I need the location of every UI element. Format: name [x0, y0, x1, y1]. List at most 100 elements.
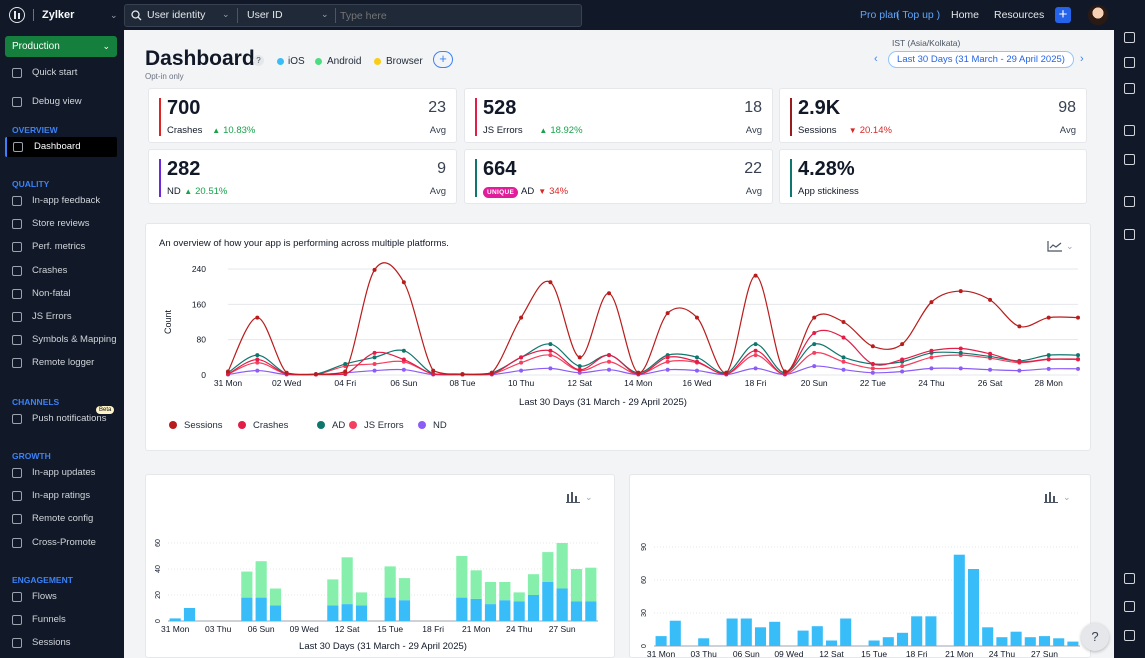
data-point[interactable]	[1076, 353, 1080, 358]
data-point[interactable]	[870, 361, 875, 366]
bar-android[interactable]	[269, 588, 282, 606]
bar-ios[interactable]	[255, 597, 267, 621]
bar-browser[interactable]	[754, 627, 767, 646]
chevron-down-icon[interactable]: ⌄	[222, 9, 230, 19]
bar-ios[interactable]	[327, 605, 339, 621]
data-point[interactable]	[372, 355, 377, 360]
bar-android[interactable]	[556, 543, 568, 589]
bar-android[interactable]	[341, 557, 353, 605]
help-button[interactable]: ?	[1081, 623, 1109, 651]
bar-ios[interactable]	[527, 595, 540, 621]
data-point[interactable]	[724, 370, 729, 375]
bar-android[interactable]	[384, 566, 396, 598]
data-point[interactable]	[489, 370, 494, 375]
data-point[interactable]	[226, 369, 230, 374]
data-point[interactable]	[753, 273, 758, 278]
data-point[interactable]	[577, 364, 582, 369]
date-range-picker[interactable]: Last 30 Days (31 March - 29 April 2025)	[888, 51, 1074, 68]
data-point[interactable]	[607, 367, 612, 372]
data-point[interactable]	[460, 372, 465, 377]
legend-ad[interactable]: AD	[332, 420, 345, 431]
theme-icon[interactable]	[1124, 601, 1135, 612]
bar-browser[interactable]	[1053, 638, 1065, 646]
data-point[interactable]	[665, 359, 670, 364]
next-range-icon[interactable]: ›	[1080, 53, 1084, 65]
data-point[interactable]	[929, 355, 934, 360]
bar-ios[interactable]	[484, 604, 497, 621]
sidebar-item-funnels[interactable]: Funnels	[0, 610, 124, 630]
bar-ios[interactable]	[183, 608, 196, 621]
bar-ios[interactable]	[570, 601, 583, 622]
data-point[interactable]	[548, 342, 553, 347]
bar-browser[interactable]	[953, 554, 965, 646]
identity-filter[interactable]: User identity	[147, 9, 206, 21]
bar-ios[interactable]	[341, 604, 353, 621]
chat-icon[interactable]	[1124, 573, 1135, 584]
data-point[interactable]	[958, 350, 963, 355]
bar-browser[interactable]	[882, 637, 894, 646]
data-point[interactable]	[519, 315, 524, 320]
bar-ios[interactable]	[499, 600, 511, 621]
data-point[interactable]	[753, 342, 758, 347]
sidebar-item-flows[interactable]: Flows	[0, 587, 124, 607]
data-point[interactable]	[548, 348, 553, 353]
legend-nd[interactable]: ND	[433, 420, 447, 431]
play-icon[interactable]	[1124, 229, 1135, 240]
sidebar-item-symbols-mapping[interactable]: Symbols & Mapping	[0, 330, 124, 350]
data-point[interactable]	[841, 355, 846, 360]
data-point[interactable]	[900, 364, 905, 369]
bar-browser[interactable]	[669, 620, 681, 646]
bar-browser[interactable]	[1024, 637, 1036, 646]
chevron-down-icon[interactable]: ⌄	[1066, 241, 1074, 251]
bar-android[interactable]	[241, 571, 253, 598]
doc-icon[interactable]	[1124, 154, 1135, 165]
data-point[interactable]	[255, 315, 260, 320]
sidebar-item-remote-config[interactable]: Remote config	[0, 509, 124, 529]
bar-ios[interactable]	[585, 601, 597, 622]
data-point[interactable]	[929, 366, 934, 371]
chevron-down-icon[interactable]: ⌄	[585, 492, 593, 502]
bar-ios[interactable]	[456, 597, 468, 621]
data-point[interactable]	[1017, 368, 1022, 373]
sidebar-item-perf-metrics[interactable]: Perf. metrics	[0, 237, 124, 257]
data-point[interactable]	[1017, 324, 1022, 329]
bar-browser[interactable]	[868, 640, 880, 647]
data-point[interactable]	[958, 366, 963, 371]
bar-android[interactable]	[570, 569, 583, 602]
sidebar-item-crashes[interactable]: Crashes	[0, 261, 124, 281]
data-point[interactable]	[255, 357, 260, 362]
data-point[interactable]	[870, 344, 875, 349]
environment-select[interactable]: Production ⌄	[5, 36, 117, 57]
add-platform-button[interactable]: +	[433, 51, 453, 68]
prev-range-icon[interactable]: ‹	[874, 53, 878, 65]
chevron-down-icon[interactable]: ⌄	[110, 10, 118, 20]
sidebar-item-push-notifications[interactable]: Push notifications	[0, 409, 124, 429]
data-point[interactable]	[812, 342, 817, 347]
data-point[interactable]	[431, 368, 436, 373]
kpi-card-crashes[interactable]: 700 Crashes ▲ 10.83% 23 Avg	[148, 88, 457, 143]
data-point[interactable]	[694, 315, 699, 320]
data-point[interactable]	[372, 361, 377, 366]
bar-ios[interactable]	[355, 605, 368, 621]
bar-chart-icon[interactable]	[566, 491, 580, 503]
data-point[interactable]	[401, 367, 406, 372]
data-point[interactable]	[782, 369, 787, 374]
data-point[interactable]	[812, 364, 817, 369]
data-point[interactable]	[255, 368, 260, 373]
bar-browser[interactable]	[996, 637, 1008, 646]
bar-ios[interactable]	[169, 618, 181, 621]
data-point[interactable]	[401, 357, 406, 362]
data-point[interactable]	[1076, 357, 1080, 362]
data-point[interactable]	[870, 370, 875, 375]
legend-js-errors[interactable]: JS Errors	[364, 420, 404, 431]
users-icon[interactable]	[1124, 32, 1135, 43]
data-point[interactable]	[958, 289, 963, 294]
data-point[interactable]	[1046, 357, 1051, 362]
bar-browser[interactable]	[825, 640, 838, 647]
data-point[interactable]	[255, 360, 260, 365]
bar-browser[interactable]	[896, 632, 909, 646]
data-point[interactable]	[988, 297, 993, 302]
bar-browser[interactable]	[982, 627, 994, 646]
swap-icon[interactable]	[1124, 57, 1135, 68]
apple-icon[interactable]	[1124, 196, 1135, 207]
